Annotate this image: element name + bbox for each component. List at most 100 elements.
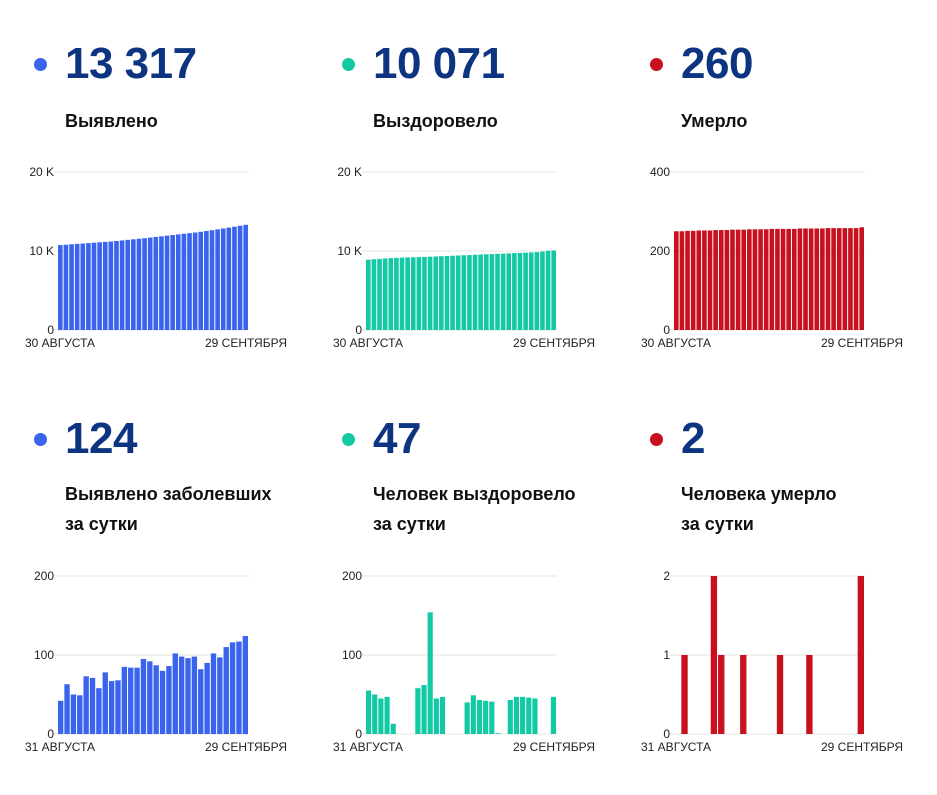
bar: [775, 228, 780, 330]
panel-daily-recovered: 47 Человек выздоровело за сутки 0 100 200 3…: [333, 414, 641, 785]
y-tick-label: 0: [663, 323, 670, 337]
y-tick-label: 400: [650, 165, 670, 179]
bar: [433, 256, 439, 330]
bar: [204, 662, 210, 734]
bar: [455, 255, 461, 330]
stat-label: Выявлено: [65, 111, 158, 131]
x-start-label: 30 АВГУСТА: [641, 336, 711, 350]
stat-label: за сутки: [373, 514, 446, 534]
bar: [853, 228, 859, 330]
bar: [702, 230, 707, 330]
bar: [512, 253, 517, 330]
bar: [153, 236, 159, 330]
x-end-label: 29 СЕНТЯБРЯ: [821, 336, 903, 350]
panel-daily-confirmed: 124 Выявлено заболевших за сутки 0 100 200…: [25, 415, 333, 785]
bar: [848, 228, 853, 330]
stat-value: 10 071: [373, 39, 505, 88]
bar: [377, 258, 382, 330]
bar: [226, 227, 232, 330]
bar: [483, 254, 489, 330]
bar: [223, 647, 229, 734]
y-tick-label: 20 K: [29, 165, 54, 179]
bar: [86, 243, 91, 330]
bar: [192, 232, 198, 330]
bar: [495, 253, 500, 330]
y-tick-label: 1: [663, 648, 670, 662]
bar: [831, 228, 836, 330]
bar: [427, 256, 433, 330]
bar: [69, 244, 74, 330]
bar: [444, 255, 450, 330]
bar: [80, 243, 86, 330]
y-tick-label: 200: [342, 569, 362, 583]
bar: [229, 642, 236, 734]
bar: [388, 258, 394, 330]
bar: [136, 238, 142, 330]
x-start-label: 31 АВГУСТА: [641, 740, 711, 754]
bar: [134, 667, 140, 734]
stat-value: 13 317: [65, 39, 197, 88]
bar: [198, 231, 204, 330]
bar: [467, 255, 472, 330]
bar: [679, 231, 685, 330]
bar: [64, 684, 70, 734]
bar: [114, 240, 119, 330]
stat-label: Выявлено заболевших: [65, 484, 272, 504]
bar: [814, 228, 820, 330]
x-end-label: 29 СЕНТЯБРЯ: [205, 336, 287, 350]
bar: [730, 229, 735, 330]
bar: [464, 702, 470, 734]
panel-confirmed: 13 317 Выявлено 0 10 K 20 K 30 АВГУСТА 29 СЕ…: [25, 39, 333, 410]
bar: [97, 242, 102, 330]
y-tick-label: 200: [650, 244, 670, 258]
bar: [115, 680, 121, 734]
bar: [478, 254, 483, 330]
bar: [220, 228, 226, 330]
bar: [422, 256, 427, 330]
bar: [495, 733, 501, 734]
bar: [718, 230, 724, 330]
y-tick-label: 200: [34, 569, 54, 583]
bar: [836, 228, 842, 330]
bar: [187, 233, 192, 330]
bar: [517, 252, 523, 330]
panel-recovered: 10 071 Выздоровело 0 10 K 20 K 30 АВГУСТА 29…: [333, 39, 641, 410]
bar: [532, 698, 538, 734]
bar: [472, 254, 478, 330]
x-end-label: 29 СЕНТЯБРЯ: [821, 740, 903, 754]
bar: [147, 237, 153, 330]
bar: [108, 681, 115, 734]
y-tick-label: 100: [34, 648, 54, 662]
bar: [140, 658, 147, 734]
bar: [77, 695, 83, 734]
bar: [545, 250, 551, 330]
bar: [808, 228, 814, 330]
x-end-label: 29 СЕНТЯБРЯ: [513, 336, 595, 350]
bar: [500, 253, 506, 330]
y-tick-label: 0: [47, 727, 54, 741]
chart: 0 100 200 31 АВГУСТА 29 СЕНТЯБРЯ: [25, 569, 287, 754]
bar: [394, 257, 399, 330]
bar: [470, 695, 476, 734]
bar: [131, 239, 136, 330]
bar: [215, 229, 220, 330]
bar: [415, 688, 421, 734]
bar: [550, 696, 556, 734]
stat-value: 47: [373, 414, 421, 463]
bar: [102, 672, 108, 734]
bar: [528, 252, 534, 330]
bar: [128, 667, 134, 734]
chart: 0 200 400 30 АВГУСТА 29 СЕНТЯБРЯ: [641, 165, 903, 350]
bar: [685, 230, 690, 330]
bar: [372, 694, 378, 734]
stat-label: Выздоровело: [373, 111, 498, 131]
bar: [433, 698, 439, 734]
bar: [390, 723, 396, 734]
bar: [102, 241, 108, 330]
bar: [710, 576, 718, 734]
bar: [806, 655, 813, 734]
bar: [210, 653, 217, 734]
bar: [439, 696, 446, 734]
x-start-label: 31 АВГУСТА: [25, 740, 95, 754]
bar: [741, 229, 747, 330]
